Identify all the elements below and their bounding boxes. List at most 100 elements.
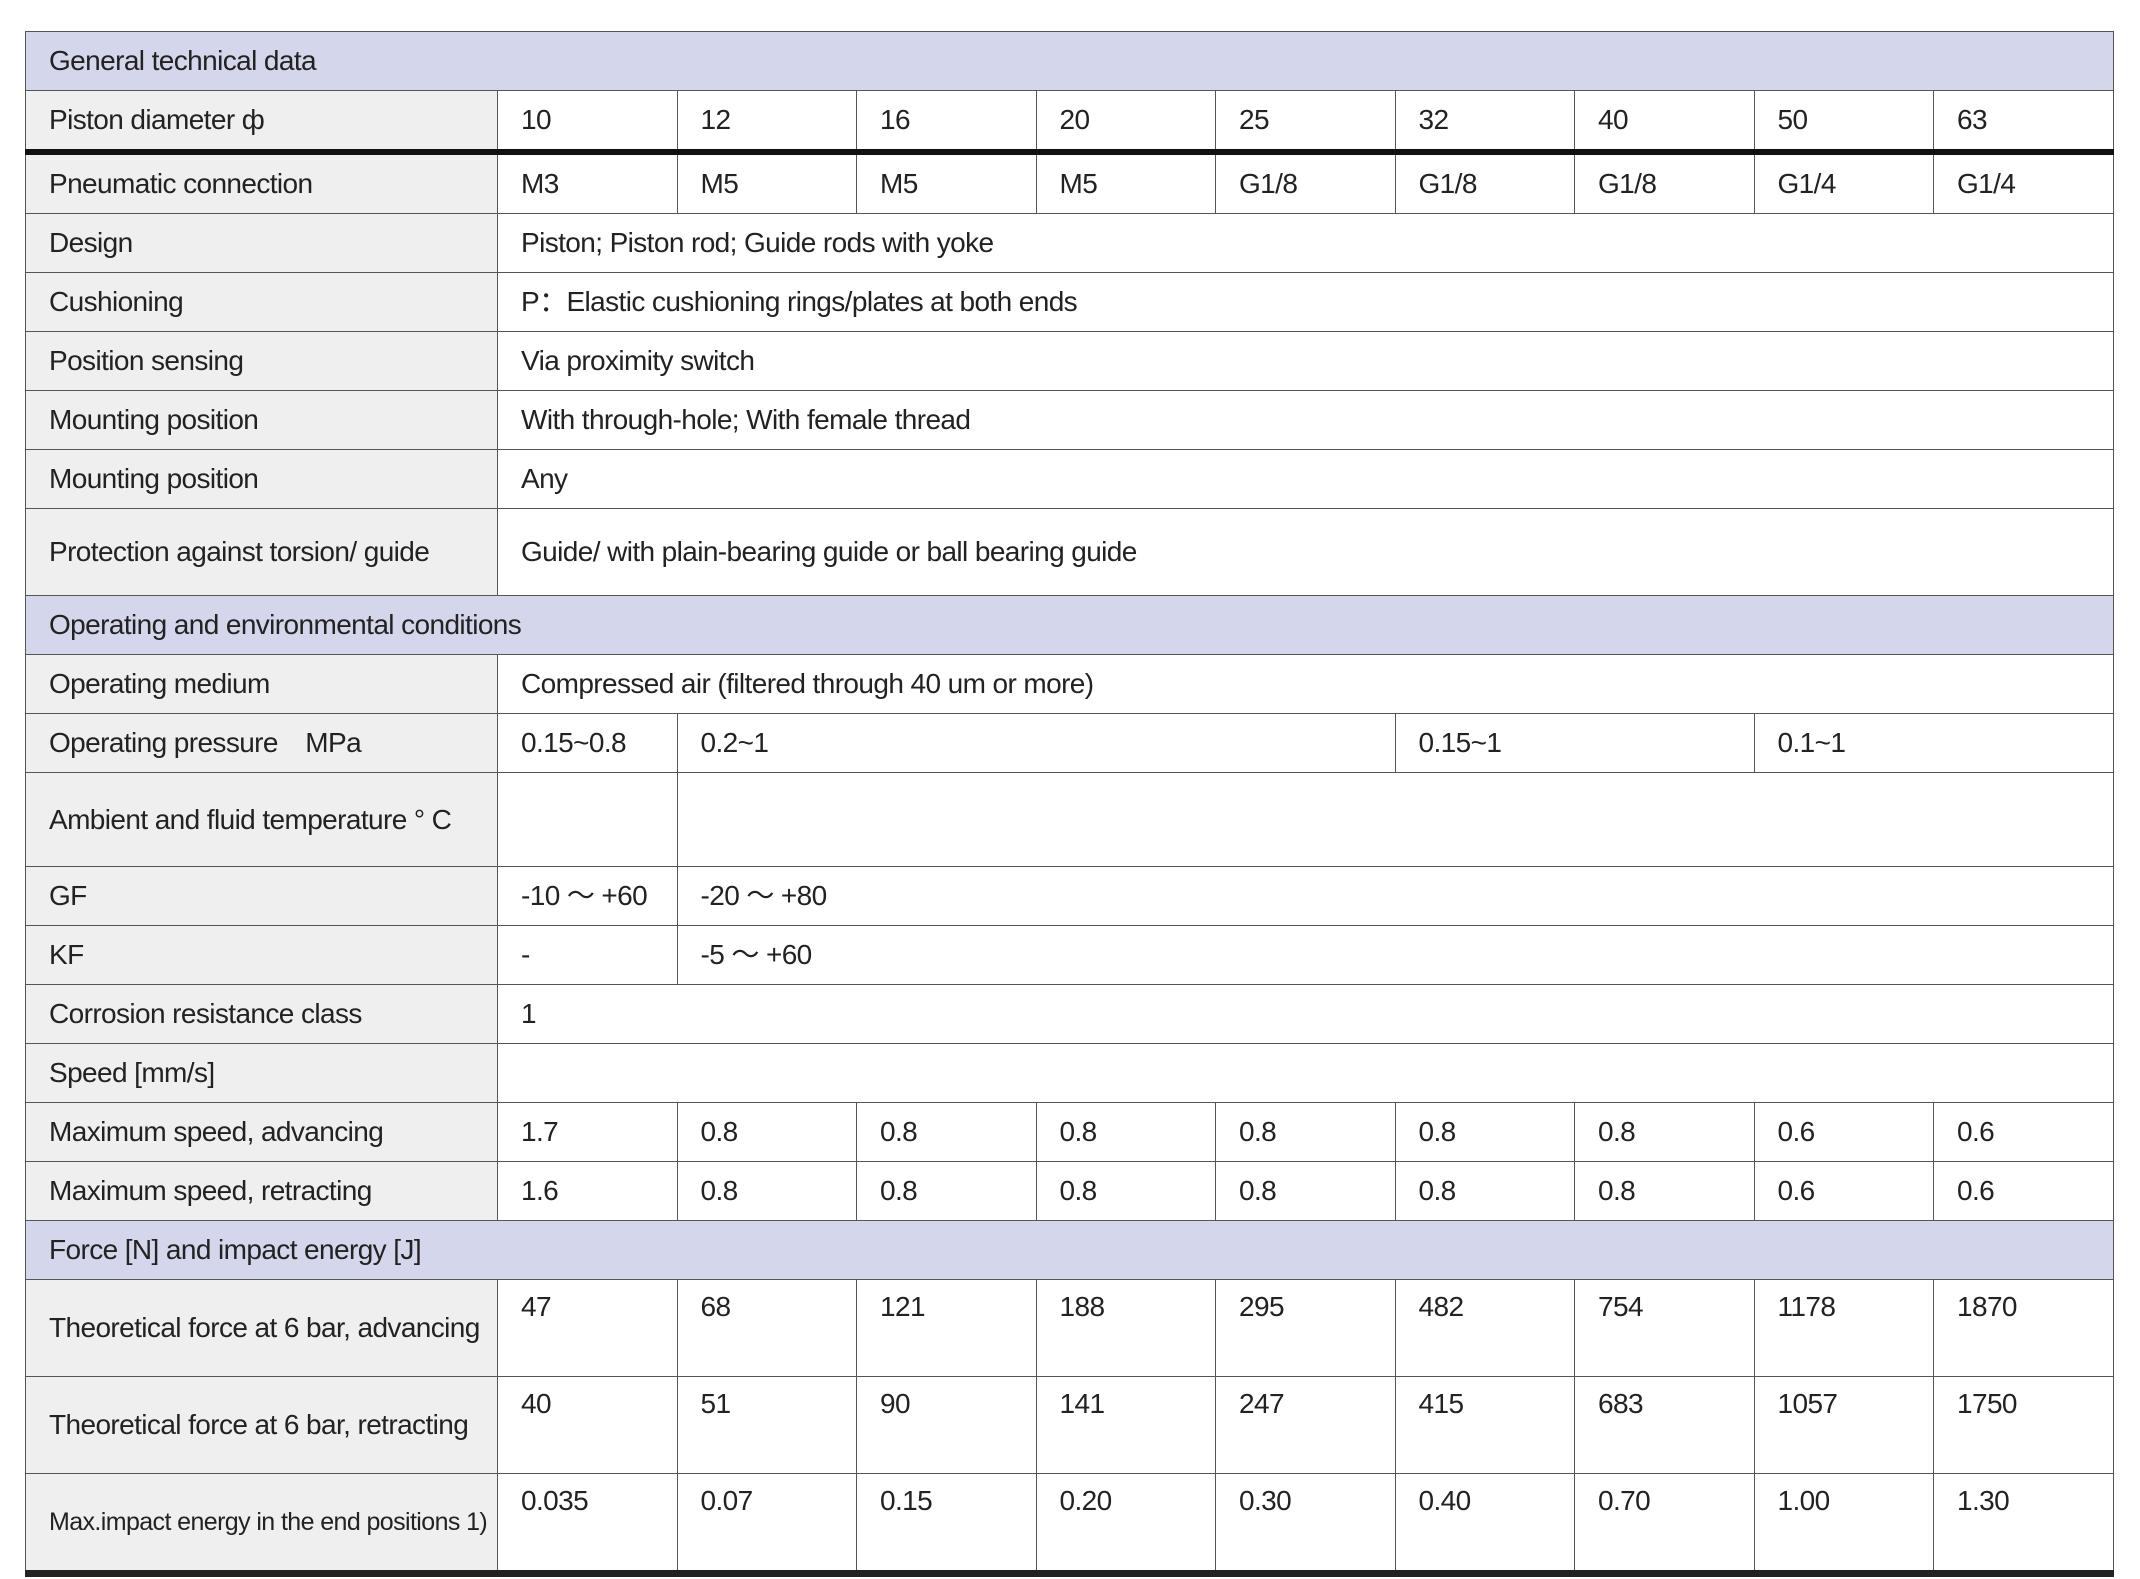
value-cell: 0.8 xyxy=(1574,1102,1755,1162)
value-cell: 0.8 xyxy=(1035,1161,1216,1221)
section-operating: Operating and environmental conditions xyxy=(25,595,2114,655)
row-piston-diameter: Piston diameter ф 10 12 16 20 25 32 40 50 63 xyxy=(25,90,2114,155)
row-label: Piston diameter ф xyxy=(25,90,498,155)
value-cell: Any xyxy=(497,449,2114,509)
row-kf: KF - -5 ～ +60 xyxy=(25,925,2114,985)
value-cell: M3 xyxy=(497,151,678,214)
value-cell: 1178 xyxy=(1753,1279,1934,1377)
value-cell: 51 xyxy=(676,1376,857,1474)
value-cell: 0.15~0.8 xyxy=(497,713,678,773)
value-cell: 68 xyxy=(676,1279,857,1377)
row-label: Pneumatic connection xyxy=(25,151,498,214)
value-cell: M5 xyxy=(676,151,857,214)
value-cell: 0.15 xyxy=(856,1473,1037,1577)
value-cell: 0.70 xyxy=(1574,1473,1755,1577)
value-cell: 12 xyxy=(676,90,857,155)
value-cell: 0.40 xyxy=(1394,1473,1575,1577)
row-label: GF xyxy=(25,866,498,926)
value-cell: 0.07 xyxy=(676,1473,857,1577)
value-cell: 683 xyxy=(1574,1376,1755,1474)
row-max-speed-advancing: Maximum speed, advancing 1.7 0.8 0.8 0.8 0.8 0… xyxy=(25,1102,2114,1162)
value-cell: 25 xyxy=(1215,90,1396,155)
value-cell: 40 xyxy=(1574,90,1755,155)
value-cell: -20 ～ +80 xyxy=(676,866,2114,926)
row-operating-pressure: Operating pressure MPa 0.15~0.8 0.2~1 0.15~… xyxy=(25,713,2114,773)
value-cell: 32 xyxy=(1394,90,1575,155)
value-cell: 0.8 xyxy=(676,1161,857,1221)
row-label: Cushioning xyxy=(25,272,498,332)
value-cell: 0.6 xyxy=(1753,1161,1934,1221)
value-cell: 0.8 xyxy=(1035,1102,1216,1162)
value-cell: G1/8 xyxy=(1574,151,1755,214)
value-cell xyxy=(497,1043,2114,1103)
value-cell: 0.8 xyxy=(1215,1161,1396,1221)
value-cell: G1/4 xyxy=(1753,151,1934,214)
value-cell: 0.8 xyxy=(1394,1161,1575,1221)
value-cell: 1870 xyxy=(1933,1279,2114,1377)
row-design: Design Piston; Piston rod; Guide rods wit… xyxy=(25,213,2114,273)
section-header: Operating and environmental conditions xyxy=(25,595,2114,655)
value-cell: 295 xyxy=(1215,1279,1396,1377)
value-cell: 0.8 xyxy=(1215,1102,1396,1162)
value-cell: 0.2~1 xyxy=(676,713,1396,773)
row-force-retracting: Theoretical force at 6 bar, retracting 40… xyxy=(25,1376,2114,1474)
value-cell: 1.00 xyxy=(1753,1473,1934,1577)
value-cell: 50 xyxy=(1753,90,1934,155)
value-cell: P：Elastic cushioning rings/plates at bot… xyxy=(497,272,2114,332)
section-header: General technical data xyxy=(25,31,2114,91)
value-cell: 482 xyxy=(1394,1279,1575,1377)
value-cell: 0.6 xyxy=(1933,1161,2114,1221)
value-cell: 141 xyxy=(1035,1376,1216,1474)
row-speed: Speed [mm/s] xyxy=(25,1043,2114,1103)
row-force-advancing: Theoretical force at 6 bar, advancing 47 6… xyxy=(25,1279,2114,1377)
value-cell: Via proximity switch xyxy=(497,331,2114,391)
row-label: Theoretical force at 6 bar, retracting xyxy=(25,1376,498,1474)
value-cell: G1/8 xyxy=(1394,151,1575,214)
row-max-speed-retracting: Maximum speed, retracting 1.6 0.8 0.8 0.8 0.8… xyxy=(25,1161,2114,1221)
value-cell: -5 ～ +60 xyxy=(676,925,2114,985)
row-label: Operating pressure MPa xyxy=(25,713,498,773)
value-cell: -10 ～ +60 xyxy=(497,866,678,926)
empty-cell xyxy=(676,772,2114,867)
value-cell: 0.15~1 xyxy=(1394,713,1755,773)
row-label: KF xyxy=(25,925,498,985)
value-cell: 47 xyxy=(497,1279,678,1377)
value-cell: 1750 xyxy=(1933,1376,2114,1474)
row-label: Protection against torsion/ guide xyxy=(25,508,498,596)
row-impact-energy: Max.impact energy in the end positions 1… xyxy=(25,1473,2114,1577)
section-force: Force [N] and impact energy [J] xyxy=(25,1220,2114,1280)
value-cell: 0.1~1 xyxy=(1753,713,2114,773)
row-label: Position sensing xyxy=(25,331,498,391)
row-mounting-position-any: Mounting position Any xyxy=(25,449,2114,509)
empty-cell xyxy=(497,772,678,867)
row-label: Corrosion resistance class xyxy=(25,984,498,1044)
row-label: Speed [mm/s] xyxy=(25,1043,498,1103)
row-label: Theoretical force at 6 bar, advancing xyxy=(25,1279,498,1377)
value-cell: 754 xyxy=(1574,1279,1755,1377)
value-cell: 0.6 xyxy=(1753,1102,1934,1162)
value-cell: Piston; Piston rod; Guide rods with yoke xyxy=(497,213,2114,273)
value-cell: 1057 xyxy=(1753,1376,1934,1474)
value-cell: 1.6 xyxy=(497,1161,678,1221)
row-label: Operating medium xyxy=(25,654,498,714)
row-cushioning: Cushioning P：Elastic cushioning rings/pla… xyxy=(25,272,2114,332)
value-cell: 63 xyxy=(1933,90,2114,155)
value-cell: 0.20 xyxy=(1035,1473,1216,1577)
row-corrosion-class: Corrosion resistance class 1 xyxy=(25,984,2114,1044)
row-label: Design xyxy=(25,213,498,273)
row-gf: GF -10 ～ +60 -20 ～ +80 xyxy=(25,866,2114,926)
value-cell: 1.30 xyxy=(1933,1473,2114,1577)
row-label: Maximum speed, retracting xyxy=(25,1161,498,1221)
row-temperature: Ambient and fluid temperature ° C xyxy=(25,772,2114,867)
value-cell: 247 xyxy=(1215,1376,1396,1474)
value-cell: Guide/ with plain-bearing guide or ball … xyxy=(497,508,2114,596)
value-cell: 0.8 xyxy=(1574,1161,1755,1221)
value-cell: 0.30 xyxy=(1215,1473,1396,1577)
value-cell: - xyxy=(497,925,678,985)
value-cell: 0.8 xyxy=(856,1161,1037,1221)
value-cell: 188 xyxy=(1035,1279,1216,1377)
value-cell: With through-hole; With female thread xyxy=(497,390,2114,450)
row-pneumatic-connection: Pneumatic connection M3 M5 M5 M5 G1/8 G1/8 G1/8… xyxy=(25,151,2114,214)
value-cell: 16 xyxy=(856,90,1037,155)
